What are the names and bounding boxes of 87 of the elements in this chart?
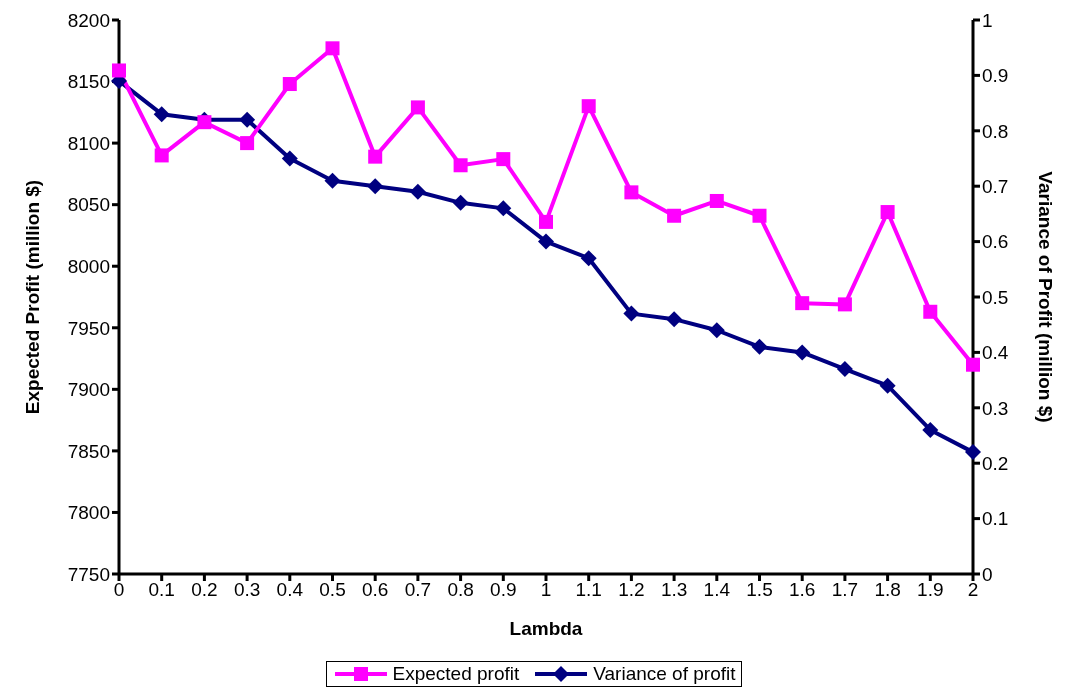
point — [580, 250, 597, 267]
x-tick-label: 1 — [540, 579, 552, 601]
point — [539, 214, 553, 229]
x-tick-label: 0 — [113, 579, 125, 601]
x-tick-label: 1.9 — [917, 579, 944, 601]
point — [708, 322, 725, 339]
x-tick-label: 1.6 — [788, 579, 816, 601]
x-tick-label: 0.4 — [276, 579, 304, 601]
y-tick-label: 8150 — [67, 71, 110, 93]
y2-tick-label: 0.2 — [982, 452, 1009, 474]
point — [965, 444, 981, 461]
y-tick-label: 7850 — [67, 440, 110, 462]
y2-tick-label: 0.7 — [982, 175, 1009, 197]
point — [496, 152, 511, 167]
x-tick-label: 1.4 — [703, 579, 731, 601]
point — [879, 377, 896, 394]
x-tick-label: 0.9 — [490, 579, 517, 601]
point — [624, 185, 639, 200]
y-tick-label: 7900 — [67, 379, 110, 401]
point — [667, 208, 682, 223]
point — [581, 99, 596, 114]
legend-label: Expected profit — [392, 663, 520, 685]
point — [922, 421, 939, 438]
point — [240, 136, 255, 151]
point — [409, 183, 426, 200]
point — [239, 111, 256, 128]
point — [623, 305, 640, 322]
y2-tick-label: 0.1 — [982, 508, 1009, 530]
point — [751, 338, 768, 355]
x-axis-title: Lambda — [509, 618, 583, 639]
x-tick-label: 1.1 — [575, 579, 602, 601]
y-tick-label: 7750 — [67, 563, 110, 585]
point — [197, 115, 212, 130]
x-tick-label: 0.7 — [404, 579, 432, 601]
y2-tick-label: 0.6 — [982, 231, 1009, 253]
point — [325, 41, 340, 56]
y2-tick-label: 0.4 — [982, 342, 1009, 364]
point — [324, 172, 341, 189]
y2-tick-label: 0.3 — [982, 397, 1009, 419]
point — [154, 148, 169, 163]
y2-tick-label: 0 — [982, 563, 993, 585]
point — [794, 344, 811, 361]
point — [709, 193, 724, 208]
y-tick-label: 8000 — [67, 255, 110, 277]
y2-axis-title: Variance of Profit (million $) — [1035, 171, 1057, 423]
point — [281, 150, 298, 167]
x-tick-label: 2 — [967, 579, 979, 601]
y-tick-label: 7800 — [67, 502, 110, 524]
y2-tick-label: 0.5 — [982, 286, 1009, 308]
point — [112, 63, 126, 78]
point — [966, 357, 980, 372]
x-tick-label: 0.3 — [233, 579, 261, 601]
y-tick-label: 8200 — [67, 9, 110, 31]
y2-tick-label: 1 — [982, 9, 993, 31]
point — [752, 208, 767, 223]
x-tick-label: 1.8 — [874, 579, 901, 601]
point — [367, 178, 384, 195]
point — [282, 77, 297, 92]
point — [153, 106, 170, 123]
point — [410, 100, 425, 115]
point — [923, 304, 938, 319]
point — [495, 200, 512, 217]
x-tick-label: 0.1 — [148, 579, 175, 601]
point — [666, 311, 683, 328]
y-axis-title: Expected Profit (million $) — [21, 179, 43, 415]
legend-label: Variance of profit — [593, 663, 736, 685]
x-tick-label: 1.3 — [660, 579, 688, 601]
point — [452, 194, 469, 211]
point — [368, 149, 383, 164]
point — [837, 297, 852, 312]
x-tick-label: 0.5 — [319, 579, 346, 601]
point — [795, 296, 810, 311]
y-tick-label: 8050 — [67, 194, 110, 216]
x-tick-label: 1.7 — [831, 579, 859, 601]
x-tick-label: 1.5 — [746, 579, 773, 601]
x-tick-label: 1.2 — [618, 579, 645, 601]
point — [538, 233, 554, 250]
point — [453, 158, 468, 173]
y-tick-label: 8100 — [67, 132, 110, 154]
x-tick-label: 0.8 — [447, 579, 474, 601]
y-tick-label: 7950 — [67, 317, 110, 339]
y2-tick-label: 0.9 — [982, 65, 1009, 87]
x-tick-label: 0.2 — [191, 579, 218, 601]
point — [880, 205, 895, 220]
y2-tick-label: 0.8 — [982, 120, 1009, 142]
point — [836, 361, 853, 378]
x-tick-label: 0.6 — [361, 579, 389, 601]
